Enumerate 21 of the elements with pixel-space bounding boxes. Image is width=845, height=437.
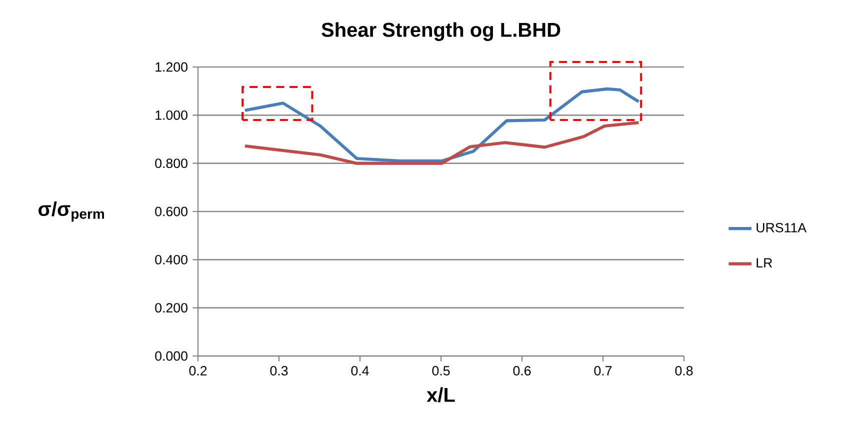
y-tick-label: 1.200: [156, 62, 188, 72]
x-tick-label: 0.4: [351, 366, 369, 376]
y-tick-label: 0.200: [155, 303, 188, 313]
legend-label: URS11A: [756, 222, 806, 232]
y-tick-label: 0.400: [155, 254, 188, 264]
x-tick-label: 0.8: [675, 366, 693, 376]
x-tick-label: 0.2: [189, 366, 207, 376]
line-series: [243, 87, 640, 162]
y-axis-title: σ/σ$_{perm}$: [38, 201, 104, 222]
y-tick-label: 0.600: [155, 206, 188, 216]
y-tick-label: 0.800: [155, 158, 188, 168]
x-tick-label: 0.3: [270, 366, 288, 376]
line-series: [243, 121, 640, 165]
x-tick-label: 0.6: [513, 366, 531, 376]
y-tick-label: 0.000: [155, 351, 188, 361]
x-tick-label: 0.5: [432, 366, 450, 376]
x-tick-label: 0.7: [594, 366, 612, 376]
chart-title: Shear Strength og L.BHD: [322, 22, 560, 41]
x-axis-title: x/L: [426, 387, 455, 402]
legend-label: LR: [756, 258, 772, 268]
y-tick-label: 1.000: [156, 110, 188, 120]
